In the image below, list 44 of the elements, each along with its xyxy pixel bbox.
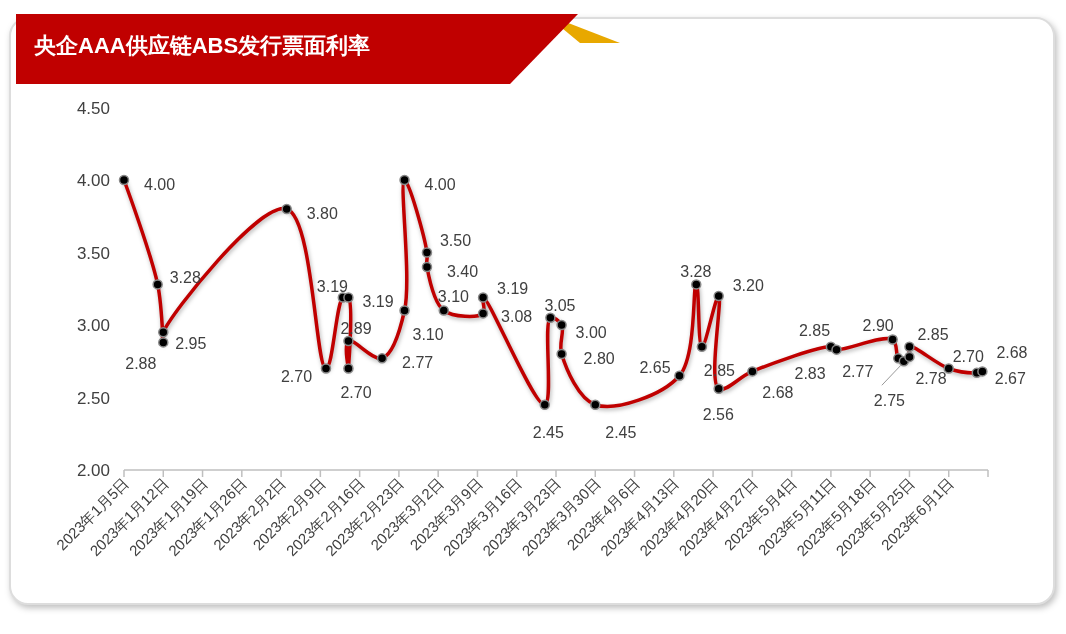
data-label: 2.83	[794, 364, 826, 382]
data-label: 3.20	[732, 277, 764, 294]
data-label: 2.45	[605, 423, 637, 441]
data-label: 3.50	[439, 231, 472, 249]
data-label: 2.95	[175, 335, 207, 353]
data-label: 3.19	[316, 278, 349, 296]
data-label: 2.75	[873, 392, 906, 410]
y-tick-label: 2.50	[76, 388, 110, 408]
data-label: 2.80	[583, 350, 615, 367]
data-label: 2.85	[917, 325, 949, 343]
data-label: 3.80	[306, 205, 338, 222]
y-tick-label: 3.50	[76, 243, 110, 263]
data-label: 4.00	[424, 176, 456, 193]
data-label: 2.70	[340, 383, 372, 401]
data-label: 2.90	[862, 316, 894, 334]
y-tick-label: 4.00	[76, 171, 110, 190]
data-label: 2.45	[532, 423, 565, 441]
data-label: 3.10	[437, 287, 470, 305]
y-tick-label: 2.00	[76, 461, 110, 480]
data-label: 2.78	[915, 369, 947, 387]
data-label: 2.67	[994, 369, 1027, 387]
chart-title: 央企AAA供应链ABS发行票面利率	[34, 33, 371, 58]
y-tick-label: 3.00	[76, 316, 110, 335]
data-label: 3.19	[497, 280, 529, 298]
data-label: 2.70	[952, 347, 984, 365]
data-label: 3.19	[362, 293, 394, 311]
data-label: 2.68	[996, 344, 1028, 362]
data-label: 4.00	[144, 176, 176, 193]
data-label: 2.85	[798, 321, 831, 339]
data-label: 2.68	[762, 384, 794, 402]
data-label: 3.00	[575, 324, 607, 341]
data-label: 3.08	[501, 308, 533, 326]
data-label: 3.28	[680, 263, 712, 281]
data-label: 3.10	[412, 325, 444, 343]
data-label: 2.88	[125, 355, 157, 373]
data-label: 2.65	[639, 358, 671, 376]
data-label: 2.77	[402, 354, 434, 372]
data-label: 3.05	[544, 296, 576, 314]
data-label: 2.56	[702, 405, 734, 423]
data-label: 2.70	[280, 367, 313, 385]
data-label: 2.77	[842, 363, 874, 381]
data-label: 3.40	[446, 263, 479, 280]
y-tick-label: 4.50	[76, 98, 110, 118]
data-label: 3.28	[169, 269, 201, 287]
